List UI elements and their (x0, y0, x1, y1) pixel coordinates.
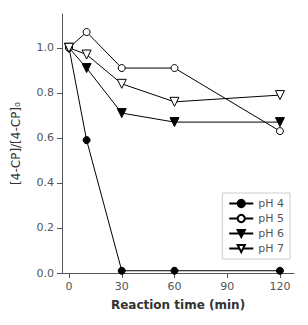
svg-text:pH 4: pH 4 (258, 197, 284, 210)
svg-text:0.0: 0.0 (37, 267, 55, 280)
svg-text:pH 7: pH 7 (258, 242, 284, 255)
svg-text:[4-CP]/[4-CP]₀: [4-CP]/[4-CP]₀ (9, 102, 23, 185)
svg-text:Reaction time (min): Reaction time (min) (111, 298, 245, 312)
svg-text:0.6: 0.6 (37, 131, 55, 144)
svg-text:pH 6: pH 6 (258, 227, 284, 240)
svg-text:0.8: 0.8 (37, 86, 55, 99)
svg-text:pH 5: pH 5 (258, 212, 284, 225)
svg-text:0.2: 0.2 (37, 221, 55, 234)
svg-text:30: 30 (115, 280, 129, 293)
svg-text:60: 60 (167, 280, 181, 293)
svg-text:0: 0 (66, 280, 73, 293)
svg-text:90: 90 (220, 280, 234, 293)
svg-text:1.0: 1.0 (37, 41, 55, 54)
svg-text:0.4: 0.4 (37, 176, 55, 189)
svg-text:120: 120 (269, 280, 290, 293)
